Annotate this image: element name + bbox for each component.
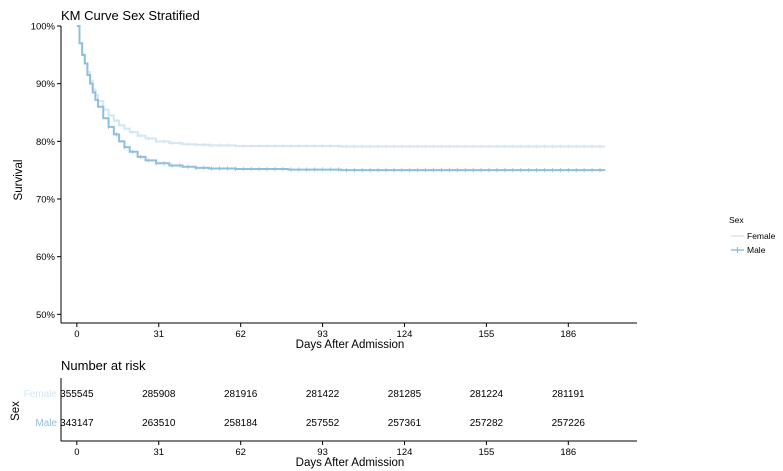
x-tick-label: 186 (560, 329, 576, 340)
risk-value-female: 281191 (552, 389, 585, 400)
legend-item-female: Female (731, 231, 776, 241)
x-ticks: 0 31 62 93 124 155 186 (74, 323, 576, 340)
risk-x-tick-label: 31 (153, 447, 164, 458)
risk-value-female: 281422 (306, 389, 340, 400)
y-tick-label: 50% (36, 310, 56, 321)
risk-x-tick-label: 124 (397, 447, 413, 458)
x-tick-label: 0 (74, 329, 79, 340)
y-tick-label: 80% (36, 137, 56, 148)
risk-value-female: 355545 (60, 389, 94, 400)
risk-value-male: 343147 (60, 418, 94, 429)
x-tick-label: 31 (153, 329, 164, 340)
risk-value-male: 258184 (224, 418, 258, 429)
risk-row-label-male: Male (35, 418, 57, 429)
y-tick-label: 100% (31, 22, 56, 33)
risk-x-ticks: 0 31 62 93 124 155 186 (74, 441, 576, 458)
x-tick-label: 93 (317, 329, 328, 340)
legend: Sex Female Male (729, 215, 776, 255)
x-axis-label: Days After Admission (296, 339, 405, 351)
risk-table-title: Number at risk (61, 358, 146, 373)
risk-value-male: 257282 (470, 418, 504, 429)
risk-row-label-female: Female (24, 389, 58, 400)
y-tick-label: 60% (36, 252, 56, 263)
risk-value-female: 281285 (388, 389, 422, 400)
y-axis-label: Survival (13, 160, 25, 201)
chart-title: KM Curve Sex Stratified (61, 8, 200, 23)
x-tick-label: 124 (397, 329, 413, 340)
risk-value-male: 257361 (388, 418, 422, 429)
risk-x-tick-label: 186 (560, 447, 576, 458)
y-ticks: 50% 60% 70% 80% 90% 100% (31, 22, 61, 321)
legend-item-male: Male (731, 245, 766, 255)
km-plot-panel: KM Curve Sex Stratified Survival 50% 60% 7… (13, 8, 637, 351)
risk-value-male: 263510 (142, 418, 176, 429)
risk-x-tick-label: 0 (74, 447, 79, 458)
risk-value-female: 285908 (142, 389, 176, 400)
risk-table-panel: Number at risk Sex Female 355545 285908 281… (10, 358, 637, 469)
risk-x-tick-label: 93 (317, 447, 328, 458)
risk-x-tick-label: 62 (235, 447, 246, 458)
risk-x-tick-label: 155 (478, 447, 494, 458)
risk-y-axis-label: Sex (10, 401, 22, 421)
survival-curve-female (76, 25, 606, 148)
legend-label-female: Female (747, 231, 776, 241)
risk-value-male: 257226 (552, 418, 586, 429)
risk-value-female: 281224 (470, 389, 504, 400)
legend-title: Sex (729, 215, 744, 225)
x-tick-label: 155 (478, 329, 494, 340)
risk-table-rows: Female 355545 285908 281916 281422 281285 2812… (24, 389, 586, 429)
risk-value-female: 281916 (224, 389, 258, 400)
legend-label-male: Male (747, 245, 766, 255)
y-tick-label: 70% (36, 195, 56, 206)
risk-x-axis-label: Days After Admission (296, 457, 405, 469)
x-tick-label: 62 (235, 329, 246, 340)
y-tick-label: 90% (36, 79, 56, 90)
survival-curve-male (76, 25, 606, 172)
survival-curves (76, 25, 606, 173)
risk-value-male: 257552 (306, 418, 340, 429)
